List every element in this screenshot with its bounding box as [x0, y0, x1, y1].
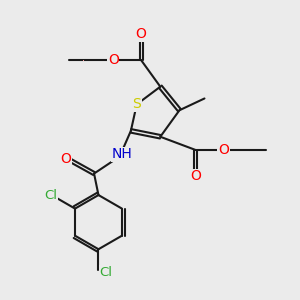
Text: O: O [83, 60, 84, 61]
Text: O: O [136, 27, 147, 41]
Text: S: S [132, 98, 141, 111]
Text: O: O [61, 152, 71, 166]
Text: O: O [190, 169, 201, 184]
Text: NH: NH [112, 147, 132, 161]
Text: Cl: Cl [44, 189, 57, 202]
Text: O: O [218, 143, 229, 157]
Text: Cl: Cl [99, 266, 112, 279]
Text: O: O [108, 53, 118, 67]
